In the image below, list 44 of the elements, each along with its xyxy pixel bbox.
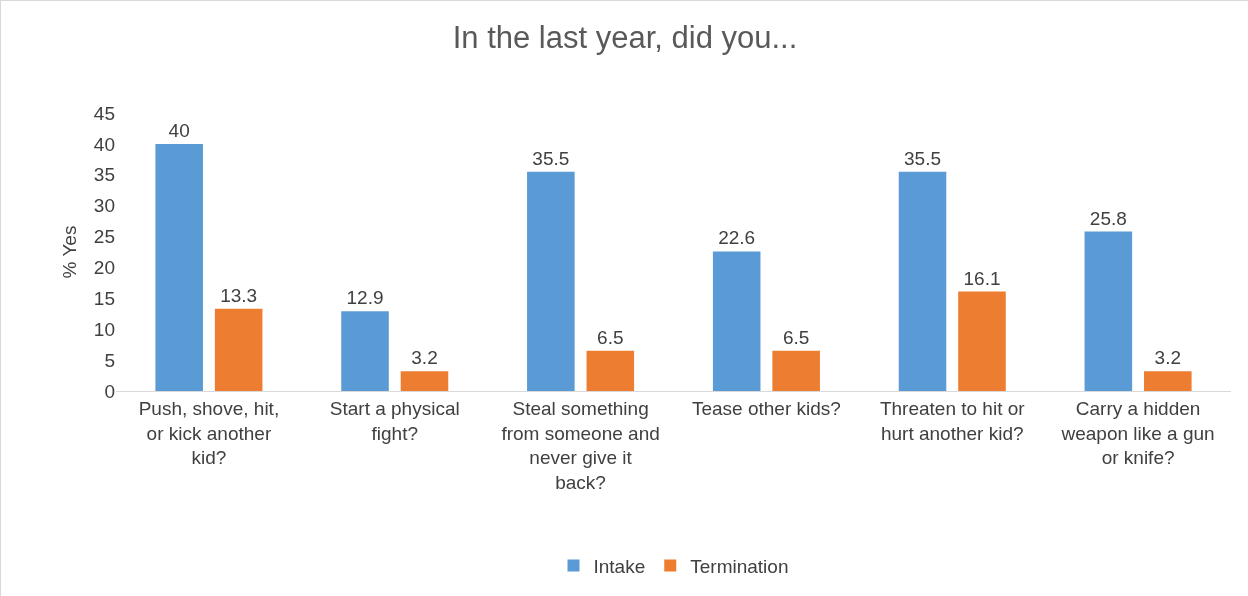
data-label: 40: [168, 119, 190, 141]
bar: [527, 171, 575, 391]
y-tick-label: 40: [93, 133, 115, 155]
data-label: 35.5: [904, 147, 942, 169]
bar: [712, 251, 761, 391]
data-label: 22.6: [718, 227, 756, 249]
chart-title: In the last year, did you...: [452, 19, 798, 55]
data-label: 6.5: [782, 326, 810, 348]
legend-label: Termination: [690, 555, 789, 577]
x-tick-label: Steal something from someone and never give it back?: [501, 397, 660, 493]
x-tick-label: Start a physical fight?: [329, 397, 460, 444]
data-label: 35.5: [532, 147, 570, 169]
y-tick-label: 10: [93, 318, 115, 340]
bar: [1144, 371, 1192, 391]
x-tick-label: Carry a hidden weapon like a gun or knife?: [1060, 397, 1215, 469]
y-tick-label: 20: [93, 257, 115, 279]
bar: [958, 291, 1006, 391]
y-tick-label: 0: [104, 380, 115, 402]
y-tick-label: 5: [104, 349, 115, 371]
data-label: 3.2: [1154, 347, 1182, 369]
data-label: 16.1: [963, 267, 1001, 289]
bar: [341, 311, 389, 391]
y-axis-title: % Yes: [58, 225, 80, 279]
x-tick-label: Tease other kids?: [691, 397, 841, 419]
bar: [400, 371, 449, 391]
x-tick-label: Push, shove, hit, or kick another kid?: [138, 397, 280, 469]
x-tick-label: Threaten to hit or hurt another kid?: [879, 397, 1026, 444]
bar: [898, 171, 947, 391]
y-tick-label: 25: [93, 226, 115, 248]
data-label: 3.2: [411, 347, 438, 369]
bar: [214, 308, 263, 391]
bar: [155, 143, 203, 391]
data-label: 12.9: [346, 287, 384, 309]
bar: [1084, 231, 1133, 391]
bar: [772, 350, 820, 391]
data-label: 13.3: [220, 284, 258, 306]
y-tick-label: 15: [93, 287, 115, 309]
data-label: 6.5: [597, 326, 624, 348]
data-label: 25.8: [1089, 207, 1127, 229]
y-tick-label: 45: [93, 102, 115, 124]
y-tick-label: 35: [93, 164, 115, 186]
bar: [586, 350, 635, 391]
legend-label: Intake: [593, 555, 646, 577]
y-tick-label: 30: [93, 195, 115, 217]
